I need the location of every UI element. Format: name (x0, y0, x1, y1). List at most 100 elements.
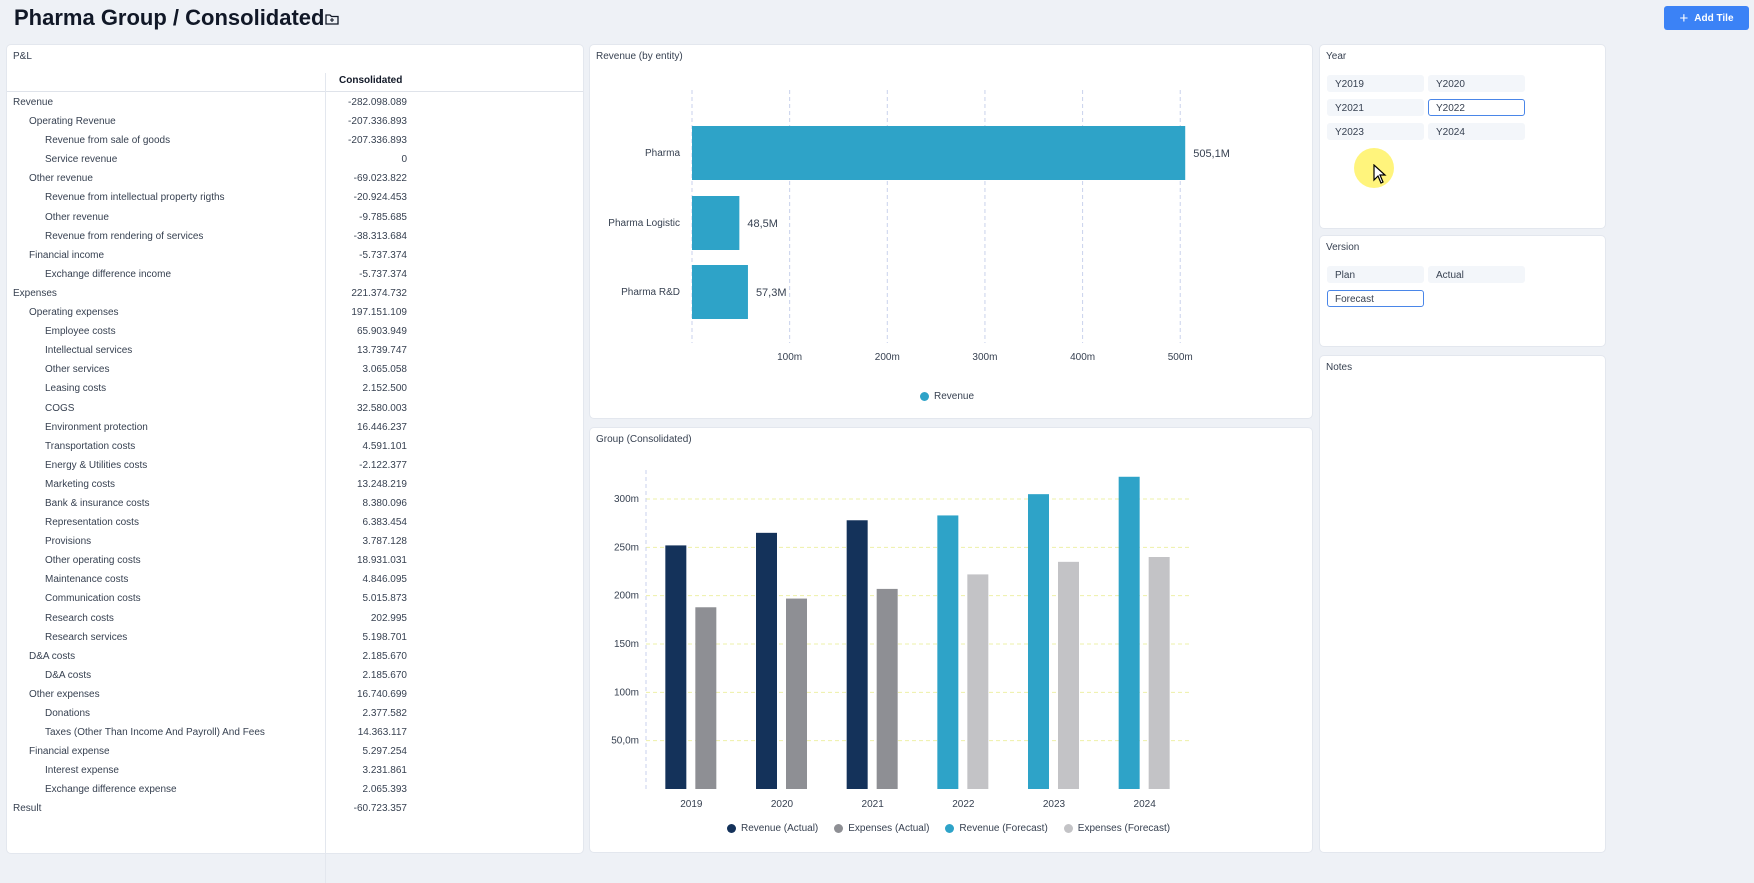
table-row[interactable]: Communication costs 5.015.873 (7, 589, 583, 608)
legend-label: Revenue (934, 391, 975, 402)
table-row[interactable]: Environment protection 16.446.237 (7, 418, 583, 437)
legend-dot (727, 824, 736, 833)
row-label: Taxes (Other Than Income And Payroll) An… (45, 727, 265, 739)
year-option-y2020[interactable]: Y2020 (1428, 75, 1525, 92)
table-row[interactable]: Other operating costs 18.931.031 (7, 551, 583, 570)
table-row[interactable]: Representation costs 6.383.454 (7, 513, 583, 532)
row-label: Other services (45, 364, 110, 376)
bar[interactable] (692, 126, 1186, 180)
bar[interactable] (846, 520, 868, 789)
year-option-y2022[interactable]: Y2022 (1428, 99, 1525, 116)
table-row[interactable]: D&A costs 2.185.670 (7, 666, 583, 685)
table-row[interactable]: Marketing costs 13.248.219 (7, 475, 583, 494)
table-row[interactable]: Employee costs 65.903.949 (7, 322, 583, 341)
row-value: 65.903.949 (356, 326, 407, 338)
table-row[interactable]: Donations 2.377.582 (7, 704, 583, 723)
table-row[interactable]: Leasing costs 2.152.500 (7, 379, 583, 398)
table-row[interactable]: Expenses 221.374.732 (7, 284, 583, 303)
table-row[interactable]: Operating Revenue -207.336.893 (7, 112, 583, 131)
table-row[interactable]: Exchange difference expense 2.065.393 (7, 780, 583, 799)
page-header: Pharma Group / Consolidated + Add Tile (0, 0, 1754, 40)
year-option-y2023[interactable]: Y2023 (1327, 123, 1424, 140)
group-consolidated-tile: Group (Consolidated) 50,0m 100m 150m 200m 25… (590, 428, 1312, 852)
notes-tile[interactable]: Notes (1320, 356, 1605, 852)
legend-dot (1063, 824, 1073, 833)
y-tick-label: 200m (614, 591, 639, 602)
version-option-forecast[interactable]: Forecast (1327, 290, 1424, 307)
row-label: Other revenue (45, 211, 109, 223)
legend-item-revenue[interactable]: Revenue (920, 391, 974, 402)
bar[interactable] (967, 574, 989, 789)
row-label: Revenue from sale of goods (45, 135, 171, 147)
row-label: Operating Revenue (29, 116, 116, 128)
bar[interactable] (1118, 476, 1140, 789)
row-value: 3.787.128 (362, 536, 408, 548)
x-tick-label: 2021 (862, 799, 885, 810)
table-row[interactable]: Other services 3.065.058 (7, 360, 583, 379)
row-label: Employee costs (45, 326, 116, 338)
bar[interactable] (692, 196, 740, 250)
row-value: 13.739.747 (356, 345, 407, 357)
table-row[interactable]: Revenue from sale of goods -207.336.893 (7, 131, 583, 150)
table-row[interactable]: Energy & Utilities costs -2.122.377 (7, 456, 583, 475)
table-row[interactable]: Interest expense 3.231.861 (7, 761, 583, 780)
table-row[interactable]: Provisions 3.787.128 (7, 532, 583, 551)
table-row[interactable]: Other revenue -69.023.822 (7, 169, 583, 188)
bar[interactable] (695, 607, 717, 789)
table-row[interactable]: Operating expenses 197.151.109 (7, 303, 583, 322)
table-row[interactable]: Taxes (Other Than Income And Payroll) An… (7, 723, 583, 742)
table-row[interactable]: Exchange difference income -5.737.374 (7, 265, 583, 284)
table-row[interactable]: Maintenance costs 4.846.095 (7, 570, 583, 589)
legend-item-expenses-forecast[interactable]: Expenses (Forecast) (1063, 823, 1170, 834)
table-row[interactable]: Result -60.723.357 (7, 799, 583, 818)
bar[interactable] (876, 588, 898, 789)
legend-item-expenses-actual[interactable]: Expenses (Actual) (834, 823, 929, 834)
version-option-actual[interactable]: Actual (1428, 266, 1525, 283)
legend-item-revenue-forecast[interactable]: Revenue (Forecast) (945, 823, 1048, 834)
row-value: -38.313.684 (353, 230, 407, 242)
bar[interactable] (1148, 557, 1170, 789)
x-tick-label: 100m (777, 352, 802, 363)
year-option-y2019[interactable]: Y2019 (1327, 75, 1424, 92)
table-row[interactable]: Service revenue 0 (7, 150, 583, 169)
table-row[interactable]: Other expenses 16.740.699 (7, 685, 583, 704)
table-row[interactable]: Research services 5.198.701 (7, 628, 583, 647)
bar[interactable] (665, 545, 687, 789)
row-value: 4.846.095 (362, 574, 408, 586)
pl-column-header: Consolidated (339, 75, 403, 86)
table-row[interactable]: D&A costs 2.185.670 (7, 647, 583, 666)
add-tile-button[interactable]: + Add Tile (1664, 6, 1749, 30)
mouse-pointer-icon (1373, 164, 1387, 184)
table-row[interactable]: Other revenue -9.785.685 (7, 208, 583, 227)
table-row[interactable]: Revenue -282.098.089 (7, 93, 583, 112)
group-consolidated-chart: 50,0m 100m 150m 200m 250m 300m 2019 2020 2021 202… (611, 470, 1190, 810)
row-label: Marketing costs (45, 478, 116, 490)
bar[interactable] (786, 598, 807, 789)
bar[interactable] (1058, 561, 1079, 789)
x-tick-label: 2023 (1043, 799, 1066, 810)
table-row[interactable]: Financial income -5.737.374 (7, 246, 583, 265)
table-row[interactable]: Research costs 202.995 (7, 609, 583, 628)
year-option-y2024[interactable]: Y2024 (1428, 123, 1525, 140)
folder-icon[interactable] (325, 12, 339, 26)
bar[interactable] (692, 265, 748, 319)
table-row[interactable]: Financial expense 5.297.254 (7, 742, 583, 761)
table-row[interactable]: Intellectual services 13.739.747 (7, 341, 583, 360)
year-option-y2021[interactable]: Y2021 (1327, 99, 1424, 116)
row-value: 32.580.003 (356, 402, 407, 414)
table-row[interactable]: Transportation costs 4.591.101 (7, 437, 583, 456)
bar[interactable] (1028, 494, 1049, 789)
x-tick-label: 300m (972, 352, 997, 363)
table-row[interactable]: COGS 32.580.003 (7, 399, 583, 418)
legend-item-revenue-actual[interactable]: Revenue (Actual) (727, 823, 818, 834)
table-row[interactable]: Revenue from intellectual property rigth… (7, 188, 583, 207)
row-label: Exchange difference expense (45, 784, 177, 796)
table-row[interactable]: Revenue from rendering of services -38.31… (7, 227, 583, 246)
bar[interactable] (756, 532, 777, 789)
version-option-plan[interactable]: Plan (1327, 266, 1424, 283)
row-label: Interest expense (45, 765, 119, 777)
bar[interactable] (937, 515, 959, 789)
table-row[interactable]: Bank & insurance costs 8.380.096 (7, 494, 583, 513)
x-tick-label: 2024 (1134, 799, 1157, 810)
row-label: Other revenue (29, 173, 93, 185)
